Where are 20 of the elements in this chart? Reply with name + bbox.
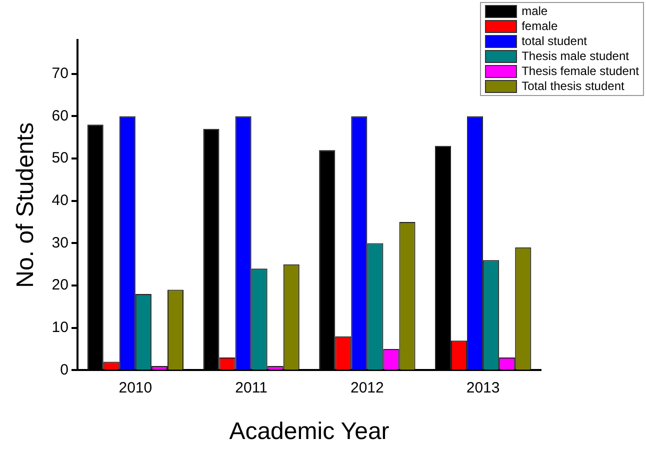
y-tick-label: 40: [52, 192, 68, 210]
legend-label: Total thesis student: [522, 79, 624, 94]
legend-label: female: [522, 19, 558, 34]
x-tick-label: 2013: [466, 379, 500, 396]
legend-label: male: [522, 4, 548, 19]
legend-label: Thesis female student: [522, 64, 639, 79]
y-tick-label: 50: [52, 150, 68, 167]
x-tick-label: 2010: [118, 379, 152, 396]
x-tick-label: 2012: [350, 379, 384, 396]
x-axis-title: Academic Year: [229, 418, 390, 446]
x-tick-label: 2011: [235, 379, 268, 396]
y-tick-label: 0: [60, 361, 68, 378]
y-axis-title: No. of Students: [12, 122, 40, 288]
y-tick-label: 20: [52, 276, 68, 294]
y-tick-label: 10: [52, 319, 68, 336]
y-tick-label: 60: [52, 107, 68, 124]
y-tick-label: 30: [52, 234, 68, 252]
y-tick-label: 70: [52, 65, 68, 82]
legend-label: Thesis male student: [522, 49, 629, 64]
legend-label: total student: [522, 34, 587, 49]
